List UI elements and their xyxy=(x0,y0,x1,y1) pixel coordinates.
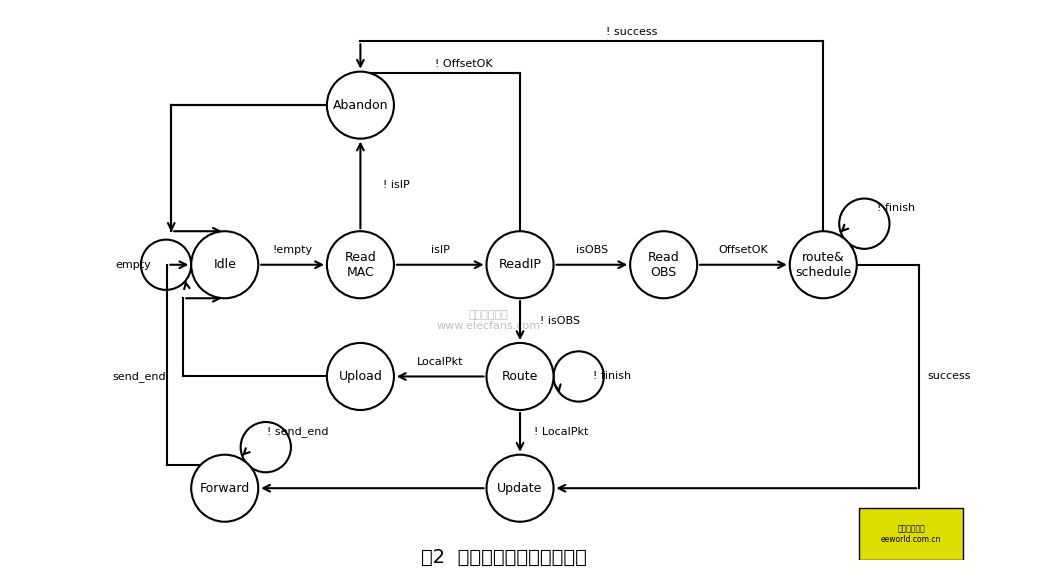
Text: empty: empty xyxy=(115,260,151,270)
Text: Route: Route xyxy=(502,370,539,383)
Text: ! isIP: ! isIP xyxy=(383,180,410,190)
Text: ! isOBS: ! isOBS xyxy=(540,316,580,325)
Text: isOBS: isOBS xyxy=(576,246,608,255)
FancyBboxPatch shape xyxy=(860,508,963,560)
Text: LocalPkt: LocalPkt xyxy=(417,357,464,367)
Text: Read
OBS: Read OBS xyxy=(647,251,680,279)
Text: !empty: !empty xyxy=(272,246,313,255)
Text: send_end: send_end xyxy=(113,371,166,382)
Circle shape xyxy=(327,231,394,298)
Text: Abandon: Abandon xyxy=(333,99,389,112)
Text: ReadIP: ReadIP xyxy=(498,258,542,271)
Text: Forward: Forward xyxy=(200,482,250,494)
Text: ! success: ! success xyxy=(606,27,658,37)
Text: success: success xyxy=(927,372,970,381)
Circle shape xyxy=(630,231,697,298)
Text: Read
MAC: Read MAC xyxy=(344,251,376,279)
Text: isIP: isIP xyxy=(431,246,450,255)
Text: route&
schedule: route& schedule xyxy=(795,251,851,279)
Text: Upload: Upload xyxy=(339,370,382,383)
Circle shape xyxy=(487,455,553,522)
Circle shape xyxy=(191,455,259,522)
Circle shape xyxy=(790,231,856,298)
Circle shape xyxy=(327,71,394,139)
Circle shape xyxy=(487,231,553,298)
Text: ! finish: ! finish xyxy=(592,372,630,381)
Text: ! send_end: ! send_end xyxy=(267,426,328,437)
Text: ! finish: ! finish xyxy=(878,203,916,213)
Text: 电子发烧友网
www.elecfans.com: 电子发烧友网 www.elecfans.com xyxy=(436,310,541,331)
Text: ! LocalPkt: ! LocalPkt xyxy=(534,427,588,437)
Text: 图2  帧解析模块的状态转移图: 图2 帧解析模块的状态转移图 xyxy=(421,548,587,567)
Text: OffsetOK: OffsetOK xyxy=(718,246,769,255)
Text: Idle: Idle xyxy=(213,258,237,271)
Circle shape xyxy=(191,231,259,298)
Text: ! OffsetOK: ! OffsetOK xyxy=(435,59,493,69)
Circle shape xyxy=(327,343,394,410)
Circle shape xyxy=(487,343,553,410)
Text: Update: Update xyxy=(497,482,543,494)
Text: 电子工程世界
eeworld.com.cn: 电子工程世界 eeworld.com.cn xyxy=(881,524,941,544)
